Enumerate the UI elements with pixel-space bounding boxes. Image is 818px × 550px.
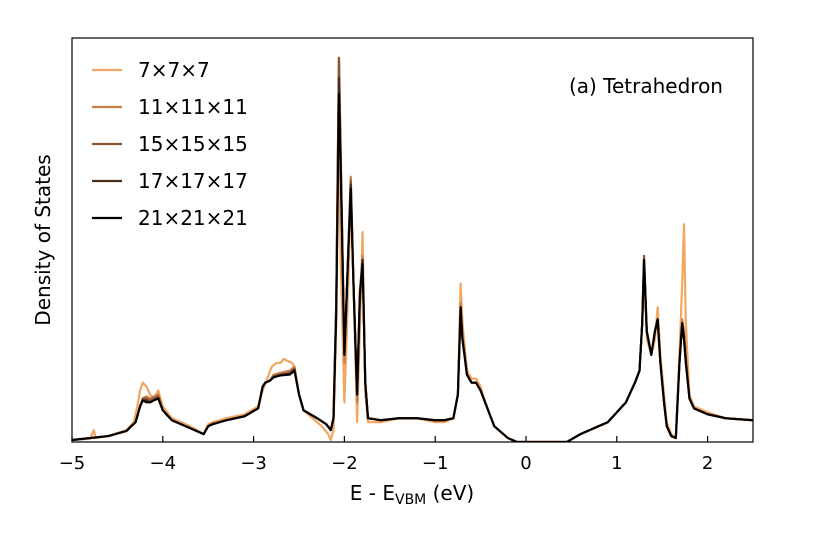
legend-label-3: 17×17×17 bbox=[138, 169, 248, 193]
x-tick-label: 1 bbox=[611, 453, 622, 474]
x-tick-label: −5 bbox=[59, 453, 86, 474]
x-tick-label: −3 bbox=[240, 453, 267, 474]
y-axis-label: Density of States bbox=[31, 154, 55, 325]
legend-label-1: 11×11×11 bbox=[138, 95, 248, 119]
x-axis-label-sub: VBM bbox=[395, 492, 426, 508]
legend-label-0: 7×7×7 bbox=[138, 58, 210, 82]
x-tick-label: −2 bbox=[331, 453, 358, 474]
plot-frame bbox=[71, 37, 754, 443]
x-tick-label: −4 bbox=[150, 453, 177, 474]
legend-label-2: 15×15×15 bbox=[138, 132, 248, 156]
legend: 7×7×7 11×11×11 15×15×15 17×17×17 21×21×21 bbox=[92, 58, 248, 230]
x-tick-label: 2 bbox=[702, 453, 713, 474]
x-tick-label: −1 bbox=[422, 453, 449, 474]
x-axis-label-main: E - E bbox=[350, 481, 395, 505]
series-layer bbox=[72, 56, 753, 442]
plot-annotation: (a) Tetrahedron bbox=[569, 74, 723, 98]
x-axis-label-unit: (eV) bbox=[426, 481, 474, 505]
x-ticks: −5 −4 −3 −2 −1 0 1 2 bbox=[59, 436, 713, 474]
series-line-4 bbox=[72, 92, 753, 442]
x-tick-label: 0 bbox=[520, 453, 531, 474]
x-axis-label: E - EVBM (eV) bbox=[350, 481, 474, 508]
legend-label-4: 21×21×21 bbox=[138, 206, 248, 230]
